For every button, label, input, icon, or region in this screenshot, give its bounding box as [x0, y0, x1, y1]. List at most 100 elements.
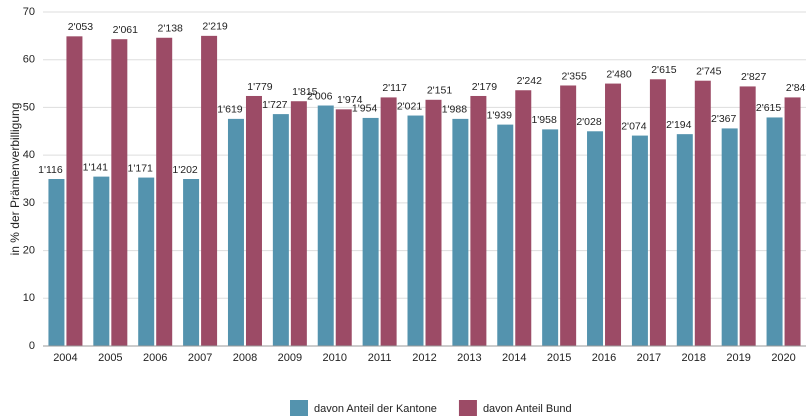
bar: [272, 114, 289, 346]
y-tick-label: 30: [23, 197, 35, 209]
bar: [694, 80, 711, 347]
data-label: 2'615: [756, 102, 782, 114]
data-label: 2'194: [666, 119, 692, 131]
bar: [515, 90, 532, 346]
bar: [605, 83, 622, 347]
x-tick-label: 2013: [457, 352, 481, 364]
bar: [425, 99, 442, 347]
y-tick-label: 10: [23, 292, 35, 304]
x-tick-label: 2016: [592, 352, 616, 364]
data-label: 1'958: [531, 114, 557, 126]
bar: [739, 86, 756, 346]
data-label: 2'053: [68, 21, 94, 33]
data-label: 2'117: [382, 82, 407, 94]
data-label: 2'138: [158, 23, 184, 35]
bar: [317, 105, 334, 347]
data-label: 2'827: [741, 71, 767, 83]
bar: [245, 95, 262, 346]
bar: [649, 79, 666, 346]
legend-label: davon Anteil Bund: [483, 403, 572, 415]
bar: [407, 115, 424, 346]
bar: [631, 135, 648, 346]
data-label: 1'202: [172, 164, 198, 176]
data-label: 1'116: [38, 164, 63, 176]
bar: [48, 179, 65, 346]
data-label: 1'815: [292, 86, 318, 98]
bar: [156, 37, 173, 346]
data-label: 2'219: [202, 21, 228, 33]
x-tick-label: 2010: [322, 352, 346, 364]
x-tick-label: 2015: [547, 352, 571, 364]
data-label: 1'141: [83, 161, 109, 173]
x-tick-label: 2014: [502, 352, 526, 364]
x-tick-label: 2009: [278, 352, 302, 364]
data-label: 1'988: [442, 104, 468, 116]
data-label: 2'367: [711, 113, 737, 125]
data-label: 2'061: [113, 24, 139, 36]
legend-label: davon Anteil der Kantone: [314, 403, 437, 415]
x-tick-label: 2008: [233, 352, 257, 364]
data-label: 2'745: [696, 65, 722, 77]
x-tick-label: 2012: [412, 352, 436, 364]
bar: [138, 177, 155, 346]
bar: [111, 39, 128, 346]
x-tick-label: 2020: [771, 352, 795, 364]
y-tick-label: 20: [23, 244, 35, 256]
bar: [784, 97, 801, 346]
y-tick-label: 50: [23, 101, 35, 113]
data-label: 1'954: [352, 103, 378, 115]
data-label: 1'171: [128, 162, 154, 174]
x-tick-label: 2004: [53, 352, 77, 364]
bar: [587, 131, 604, 346]
bar: [380, 97, 397, 346]
bar: [497, 124, 514, 346]
legend-swatch: [458, 400, 477, 416]
data-label: 2'074: [621, 120, 647, 132]
bar: [362, 117, 379, 346]
data-label: 2'355: [561, 70, 587, 82]
data-label: 2'849: [786, 82, 806, 94]
bar: [721, 128, 738, 346]
bar: [470, 95, 487, 346]
x-tick-label: 2005: [98, 352, 122, 364]
bar: [335, 109, 352, 346]
x-tick-label: 2019: [726, 352, 750, 364]
y-axis-title: in % der Prämienverbilligung: [8, 103, 22, 256]
x-tick-label: 2017: [637, 352, 661, 364]
x-tick-label: 2006: [143, 352, 167, 364]
data-label: 2'480: [606, 68, 632, 80]
data-label: 1'779: [247, 81, 273, 93]
bar: [66, 36, 83, 346]
bar: [227, 118, 244, 346]
data-label: 2'028: [576, 116, 602, 128]
data-label: 1'619: [217, 104, 243, 116]
data-label: 2'179: [472, 81, 498, 93]
data-label: 1'974: [337, 94, 363, 106]
x-tick-label: 2018: [682, 352, 706, 364]
data-label: 2'151: [427, 85, 453, 97]
bar: [183, 179, 200, 346]
bar: [560, 85, 577, 346]
data-label: 1'727: [262, 99, 288, 111]
y-tick-label: 70: [23, 6, 35, 18]
data-label: 2'021: [397, 100, 423, 112]
y-tick-label: 60: [23, 54, 35, 66]
data-label: 2'615: [651, 64, 677, 76]
data-label: 1'939: [487, 109, 513, 121]
legend-swatch: [290, 400, 308, 416]
data-label: 2'006: [307, 90, 333, 102]
y-tick-label: 0: [29, 340, 35, 352]
bar: [452, 118, 469, 346]
data-label: 2'242: [517, 75, 543, 87]
bar: [201, 35, 218, 346]
y-tick-label: 40: [23, 149, 35, 161]
bar: [542, 129, 559, 346]
bar: [676, 134, 693, 346]
x-tick-label: 2011: [368, 352, 392, 364]
bar: [290, 101, 307, 347]
bar: [93, 176, 110, 346]
x-tick-label: 2007: [188, 352, 212, 364]
bar: [766, 117, 783, 346]
